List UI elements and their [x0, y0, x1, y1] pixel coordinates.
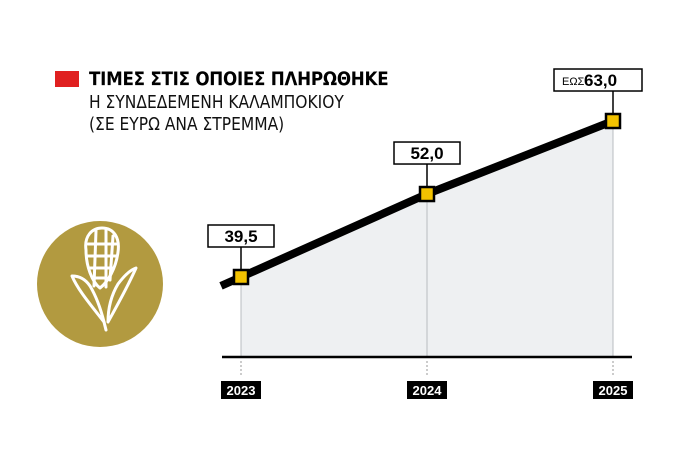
category-box-2024 [407, 381, 447, 399]
data-point-2025 [604, 112, 622, 130]
data-point-2024 [418, 185, 436, 203]
chart-unit-note: (ΣΕ ΕΥΡΩ ΑΝΑ ΣΤΡΕΜΜΑ) [89, 114, 285, 135]
title-block: ΤΙΜΕΣ ΣΤΙΣ ΟΠΟΙΕΣ ΠΛΗΡΩΘΗΚΕ Η ΣΥΝΔΕΔΕΜΕΝ… [55, 68, 429, 135]
category-label-2024: 2024 [413, 383, 443, 398]
label-prefix-2025: ΕΩΣ [562, 76, 585, 88]
label-box-2025 [553, 68, 643, 92]
data-label-2024: 52,0 [410, 144, 443, 163]
series-line [219, 117, 615, 290]
data-label-2023: 39,5 [224, 227, 257, 246]
red-square-marker [55, 71, 79, 87]
category-box-2025 [593, 381, 633, 399]
corn-icon [37, 221, 163, 347]
title-row: ΤΙΜΕΣ ΣΤΙΣ ΟΠΟΙΕΣ ΠΛΗΡΩΘΗΚΕ [55, 68, 429, 90]
category-label-2023: 2023 [227, 383, 256, 398]
chart-title: ΤΙΜΕΣ ΣΤΙΣ ΟΠΟΙΕΣ ΠΛΗΡΩΘΗΚΕ [89, 68, 389, 90]
label-box-2023 [207, 224, 275, 248]
category-box-2023 [221, 381, 261, 399]
chart-subtitle: Η ΣΥΝΔΕΔΕΜΕΝΗ ΚΑΛΑΜΠΟΚΙΟΥ [89, 92, 344, 113]
data-point-2023 [232, 268, 250, 286]
label-box-2024 [393, 141, 461, 165]
data-label-2025: 63,0 [584, 71, 617, 90]
category-label-2025: 2025 [599, 383, 628, 398]
